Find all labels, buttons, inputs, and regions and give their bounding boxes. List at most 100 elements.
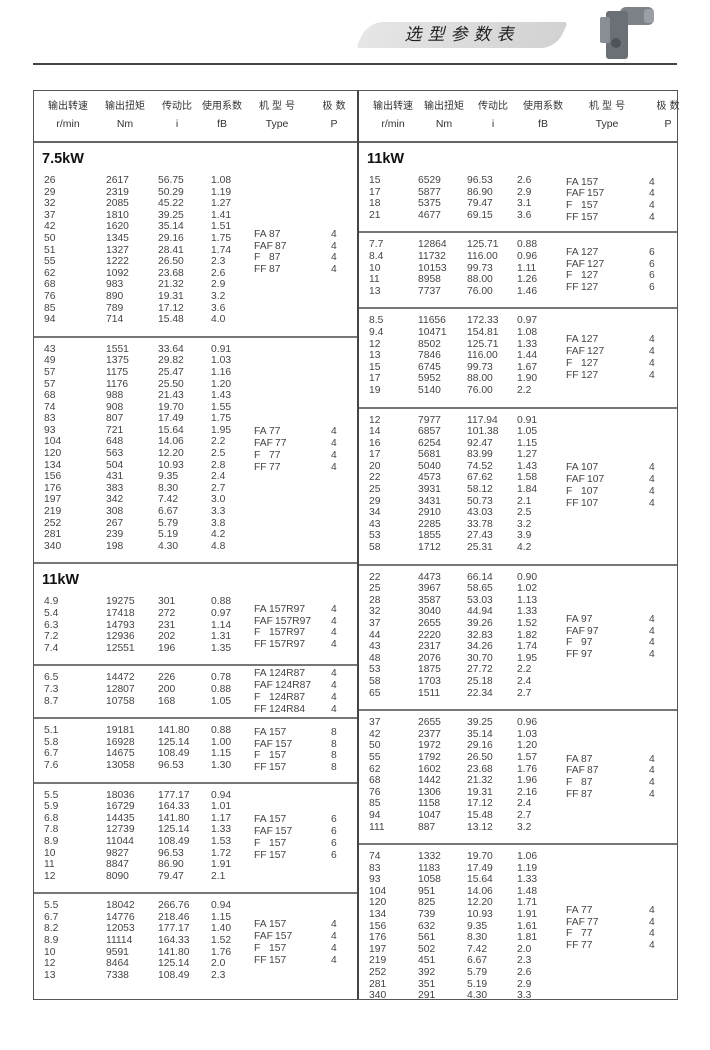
type-model: 127 [581, 270, 599, 282]
table-row: 34 2910 43.03 2.5 [359, 507, 677, 519]
type-model: 157 [269, 762, 287, 774]
column-header-speed: 输出转速 r/min [44, 91, 92, 132]
type-model: 157 [275, 931, 293, 943]
column-header-torque: 输出扭矩 Nm [101, 91, 149, 132]
model-group: 8.5 11656 172.33 0.97 9.4 10471 154.81 1.08 12 85… [359, 309, 677, 409]
cell-service-factor: 1.72 [211, 847, 232, 859]
type-entry: FA 157 8 [34, 727, 357, 739]
table-row: 37 1810 39.25 1.41 [34, 210, 357, 222]
cell-torque: 2617 [106, 175, 129, 186]
cell-torque: 9591 [106, 946, 129, 958]
cell-ratio: 17.12 [158, 302, 184, 314]
type-model: 157 [587, 188, 605, 200]
cell-speed: 12 [44, 958, 56, 970]
type-prefix: FA [254, 919, 267, 931]
type-prefix: FAF [566, 625, 585, 637]
cell-speed: 9.4 [369, 326, 384, 338]
cell-speed: 51 [44, 244, 56, 256]
cell-speed: 85 [369, 798, 381, 810]
column-header-unit: P [330, 118, 338, 130]
type-prefix: FAF [566, 474, 585, 486]
cell-speed: 53 [369, 664, 381, 676]
cell-service-factor: 1.58 [517, 472, 538, 484]
cell-speed: 57 [44, 378, 56, 390]
cell-torque: 2655 [418, 717, 441, 729]
table-row: 68 1442 21.32 1.96 [359, 775, 677, 787]
cell-ratio: 101.38 [467, 426, 499, 438]
cell-speed: 16 [369, 437, 381, 449]
cell-service-factor: 1.15 [517, 437, 538, 449]
cell-torque: 14675 [106, 748, 135, 760]
type-poles: 6 [649, 246, 655, 258]
cell-speed: 8.4 [369, 250, 384, 262]
column-header-unit: Nm [435, 118, 453, 130]
cell-ratio: 96.53 [158, 759, 184, 771]
table-row: 83 807 17.49 1.75 [34, 413, 357, 425]
cell-service-factor: 0.97 [211, 608, 232, 619]
cell-ratio: 66.14 [467, 571, 493, 583]
cell-service-factor: 1.91 [517, 909, 538, 921]
type-prefix: FA [254, 603, 267, 615]
table-row: 7.4 12551 196 1.35 [34, 643, 357, 655]
type-entry: FAF 157 4 [359, 188, 677, 200]
type-list: FA 157 4 FAF 157 4 F 157 4 FF 157 4 [359, 169, 677, 231]
column-header-unit: fB [538, 118, 548, 130]
cell-ratio: 15.64 [467, 874, 493, 886]
table-header-left: 输出转速 r/min 输出扭矩 Nm 传动比 i 使用系数 fB 机 型 号 Type 极 数 P [34, 91, 357, 143]
cell-ratio: 4.30 [158, 540, 179, 552]
type-model: 127 [581, 282, 599, 294]
cell-service-factor: 2.9 [517, 186, 532, 198]
cell-ratio: 35.14 [158, 221, 184, 233]
cell-torque: 2377 [418, 728, 441, 740]
table-row: 197 502 7.42 2.0 [359, 944, 677, 956]
header-rule [33, 63, 677, 65]
table-row: 62 1602 23.68 1.76 [359, 764, 677, 776]
table-row: 10 9591 141.80 1.76 [34, 947, 357, 959]
type-model: 77 [269, 461, 281, 473]
cell-service-factor: 1.43 [517, 460, 538, 472]
table-body-left: 7.5kW 26 2617 56.75 1.08 29 2319 50.29 1.19 32 208… [34, 143, 357, 991]
cell-torque: 18042 [106, 900, 135, 912]
type-model: 157 [269, 726, 287, 738]
cell-torque: 2317 [418, 641, 441, 653]
cell-ratio: 272 [158, 608, 176, 619]
type-model: 124R87 [269, 668, 306, 680]
cell-torque: 18036 [106, 789, 135, 801]
cell-torque: 12864 [418, 239, 447, 251]
cell-ratio: 86.90 [158, 859, 184, 871]
type-entry: FF 157R97 4 [34, 639, 357, 651]
type-entry: F 127 4 [359, 358, 677, 370]
cell-ratio: 19.70 [158, 401, 184, 413]
type-model: 77 [581, 904, 593, 916]
cell-speed: 6.3 [44, 619, 59, 631]
type-entry: FAF 87 4 [34, 241, 357, 253]
cell-service-factor: 1.01 [211, 801, 232, 813]
cell-speed: 4.9 [44, 596, 59, 608]
table-row: 93 1058 15.64 1.33 [359, 874, 677, 886]
cell-ratio: 108.49 [158, 748, 190, 760]
type-prefix: FF [566, 788, 579, 800]
table-row: 76 1306 19.31 2.16 [359, 787, 677, 799]
type-entry: FF 87 4 [359, 789, 677, 801]
cell-service-factor: 2.7 [517, 687, 532, 699]
cell-torque: 1551 [106, 343, 129, 355]
table-row: 53 1875 27.72 2.2 [359, 664, 677, 676]
type-prefix: FA [254, 668, 267, 680]
cell-speed: 13 [369, 350, 381, 362]
cell-torque: 2076 [418, 652, 441, 664]
cell-service-factor: 2.0 [211, 958, 226, 970]
type-poles: 4 [649, 211, 655, 223]
type-entry: FA 77 4 [34, 426, 357, 438]
cell-torque: 10153 [418, 262, 447, 274]
cell-ratio: 29.82 [158, 355, 184, 367]
cell-ratio: 30.70 [467, 652, 493, 664]
cell-ratio: 15.64 [158, 424, 184, 436]
table-row: 43 2317 34.26 1.74 [359, 641, 677, 653]
type-poles: 4 [331, 240, 337, 252]
cell-speed: 83 [369, 862, 381, 874]
type-poles: 4 [331, 942, 337, 954]
table-row: 5.5 18042 266.76 0.94 [34, 900, 357, 912]
type-poles: 4 [649, 613, 655, 625]
type-model: 157 [581, 200, 599, 212]
model-group: 5.1 19181 141.80 0.88 5.8 16928 125.14 1.00 6.7 1… [34, 719, 357, 784]
